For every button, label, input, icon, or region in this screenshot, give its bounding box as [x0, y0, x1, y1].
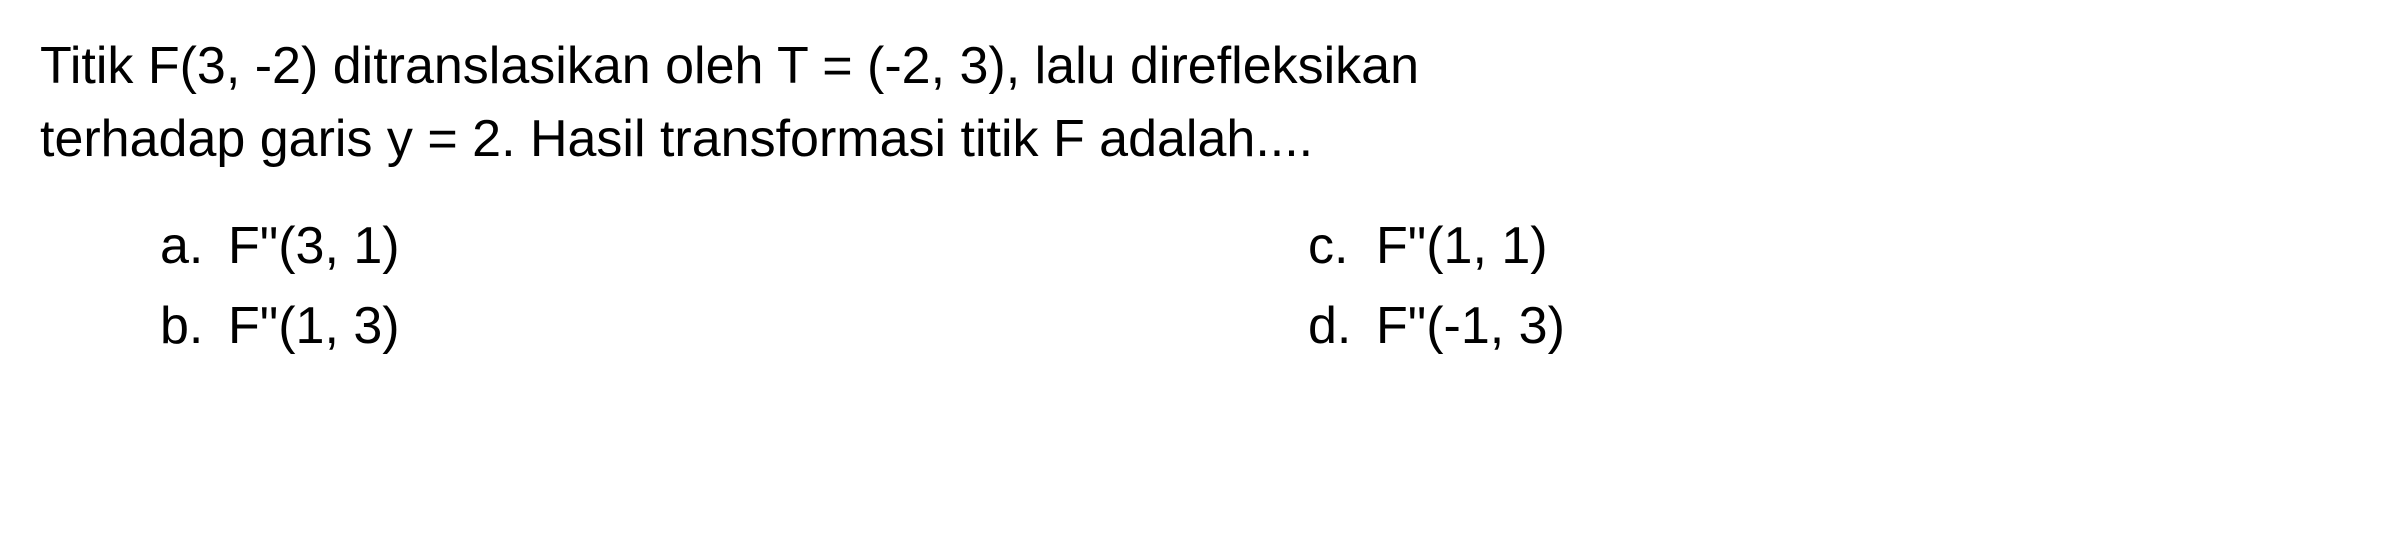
question-text: Titik F(3, -2) ditranslasikan oleh T = (… — [40, 30, 2356, 176]
question-line-1: Titik F(3, -2) ditranslasikan oleh T = (… — [40, 37, 1419, 95]
option-b-text: F"(1, 3) — [228, 296, 400, 356]
option-a-text: F"(3, 1) — [228, 216, 400, 276]
option-d-text: F"(-1, 3) — [1376, 296, 1565, 356]
option-d-letter: d. — [1308, 296, 1358, 356]
option-a: a. F"(3, 1) — [160, 216, 1208, 276]
option-c-text: F"(1, 1) — [1376, 216, 1548, 276]
option-d: d. F"(-1, 3) — [1308, 296, 2356, 356]
option-b-letter: b. — [160, 296, 210, 356]
options-container: a. F"(3, 1) c. F"(1, 1) b. F"(1, 3) d. F… — [40, 216, 2356, 356]
option-c-letter: c. — [1308, 216, 1358, 276]
option-a-letter: a. — [160, 216, 210, 276]
question-line-2: terhadap garis y = 2. Hasil transformasi… — [40, 110, 1313, 168]
option-c: c. F"(1, 1) — [1308, 216, 2356, 276]
option-b: b. F"(1, 3) — [160, 296, 1208, 356]
